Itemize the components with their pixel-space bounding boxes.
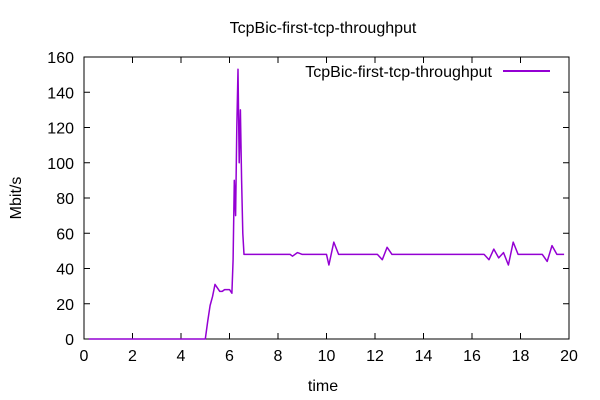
y-tick-label: 20 bbox=[56, 297, 74, 314]
x-tick-label: 6 bbox=[225, 348, 234, 365]
x-tick-label: 20 bbox=[560, 348, 578, 365]
y-tick-label: 40 bbox=[56, 262, 74, 279]
y-tick-label: 0 bbox=[65, 332, 74, 349]
y-tick-label: 120 bbox=[47, 121, 74, 138]
y-tick-label: 100 bbox=[47, 156, 74, 173]
series-line bbox=[88, 68, 565, 340]
x-tick-label: 16 bbox=[463, 348, 481, 365]
x-axis-label: time bbox=[308, 378, 338, 395]
x-tick-label: 12 bbox=[366, 348, 384, 365]
x-tick-label: 8 bbox=[274, 348, 283, 365]
x-tick-label: 14 bbox=[415, 348, 433, 365]
y-axis-label: Mbit/s bbox=[8, 177, 25, 220]
y-axis: 0 20 40 60 80 100 120 140 160 bbox=[47, 50, 569, 349]
y-tick-label: 160 bbox=[47, 50, 74, 67]
x-tick-label: 18 bbox=[512, 348, 530, 365]
y-tick-label: 60 bbox=[56, 226, 74, 243]
y-tick-label: 140 bbox=[47, 85, 74, 102]
x-axis: 0 2 4 6 8 10 12 14 16 18 20 bbox=[80, 57, 578, 365]
series-layer bbox=[88, 68, 565, 340]
x-tick-label: 0 bbox=[80, 348, 89, 365]
plot-frame bbox=[83, 56, 570, 340]
y-tick-label: 80 bbox=[56, 191, 74, 208]
x-tick-label: 10 bbox=[318, 348, 336, 365]
x-tick-label: 2 bbox=[128, 348, 137, 365]
x-tick-label: 4 bbox=[177, 348, 186, 365]
legend: TcpBic-first-tcp-throughput bbox=[305, 64, 550, 81]
legend-label: TcpBic-first-tcp-throughput bbox=[305, 64, 492, 81]
chart-title: TcpBic-first-tcp-throughput bbox=[230, 20, 417, 37]
